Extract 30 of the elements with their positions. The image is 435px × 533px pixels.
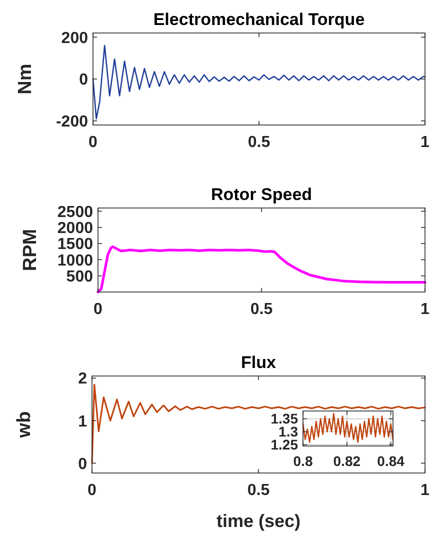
line-series <box>302 412 394 443</box>
x-tick-label: 1 <box>420 482 430 499</box>
x-tick-label: 0.84 <box>377 453 405 469</box>
y-tick-label: 1 <box>78 413 88 430</box>
x-axis-title: time (sec) <box>216 511 301 531</box>
y-tick-label: 500 <box>66 268 94 286</box>
y-axis-title: wb <box>14 411 35 439</box>
y-tick-label: 200 <box>61 30 88 47</box>
chart-title: Flux <box>241 353 277 372</box>
y-tick-label: 2 <box>78 370 88 388</box>
y-axis-title: RPM <box>20 228 41 272</box>
chart-title: Electromechanical Torque <box>153 10 365 29</box>
y-tick-label: 2500 <box>57 204 94 221</box>
x-tick-label: 0.5 <box>250 301 273 318</box>
y-tick-label: 1000 <box>57 252 94 270</box>
x-tick-label: 0.5 <box>247 482 270 499</box>
chart-title: Rotor Speed <box>210 185 312 204</box>
y-tick-label: -200 <box>56 113 88 130</box>
x-tick-label: 0.5 <box>248 134 270 151</box>
y-axis-title: Nm <box>15 64 36 94</box>
y-tick-label: 0 <box>79 72 88 89</box>
y-tick-label: 1500 <box>57 236 94 254</box>
y-tick-label: 2000 <box>57 220 94 237</box>
x-tick-label: 0.82 <box>333 453 361 469</box>
x-tick-label: 1 <box>420 301 430 318</box>
line-series <box>96 245 426 294</box>
line-series <box>91 384 426 464</box>
x-tick-label: 0.8 <box>293 453 313 469</box>
line-series <box>92 44 426 120</box>
x-tick-label: 1 <box>420 134 430 151</box>
